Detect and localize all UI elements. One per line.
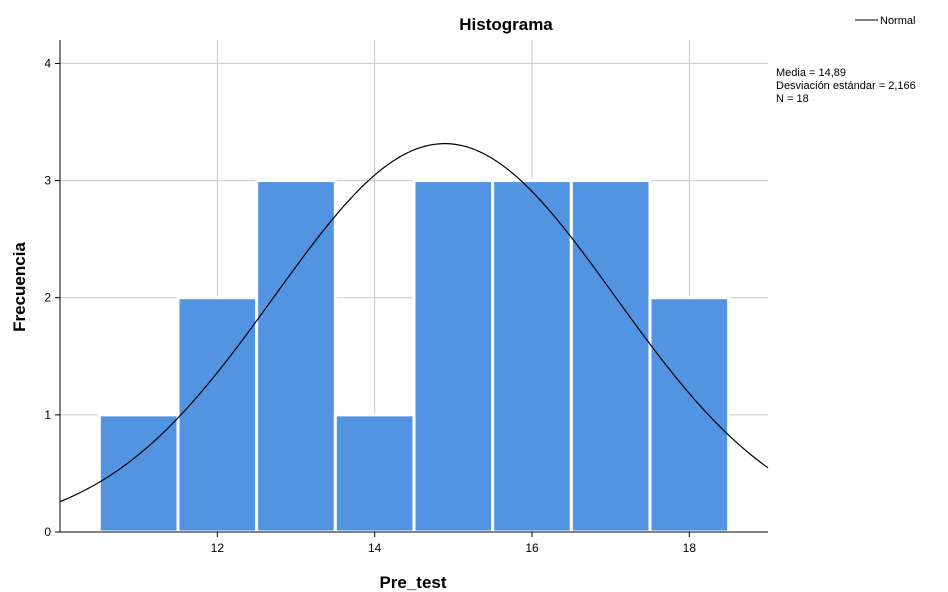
normal-curve <box>59 143 769 503</box>
stats-n: N = 18 <box>776 93 809 105</box>
histogram-bar <box>569 179 652 534</box>
x-tick-label: 14 <box>368 541 382 555</box>
y-tick-label: 2 <box>44 291 51 305</box>
x-tick-label: 16 <box>525 541 539 555</box>
stats-mean: Media = 14,89 <box>776 67 846 79</box>
histogram-bars <box>97 179 731 534</box>
y-axis-label: Frecuencia <box>10 242 29 332</box>
stats-std-dev: Desviación estándar = 2,166 <box>776 80 916 92</box>
x-tick-label: 12 <box>211 541 225 555</box>
y-tick-label: 4 <box>44 56 51 70</box>
legend-label: Normal <box>880 15 915 27</box>
chart-title: Histograma <box>459 15 553 34</box>
histogram-bar <box>648 296 731 534</box>
histogram-bar <box>176 296 259 534</box>
histogram-bar <box>412 179 495 534</box>
legend: Normal <box>855 15 915 27</box>
stats-box: Media = 14,89 Desviación estándar = 2,16… <box>776 67 916 105</box>
y-tick-label: 3 <box>44 174 51 188</box>
y-tick-label: 0 <box>44 525 51 539</box>
axes <box>59 40 768 533</box>
histogram-bar <box>491 179 573 534</box>
y-tick-label: 1 <box>44 408 51 422</box>
x-tick-label: 18 <box>683 541 697 555</box>
histogram-bar <box>255 179 337 534</box>
x-tick-labels: 12 14 16 18 <box>211 532 697 555</box>
y-tick-labels: 0 1 2 3 4 <box>44 56 60 539</box>
x-axis-label: Pre_test <box>379 573 446 592</box>
histogram-bar <box>97 413 180 534</box>
histogram-bar <box>333 413 416 534</box>
